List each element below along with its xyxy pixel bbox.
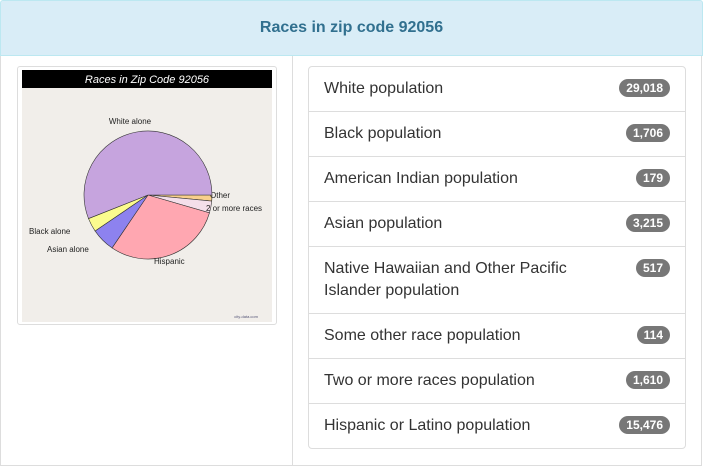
- slice-label: White alone: [109, 117, 152, 126]
- slice-label: Other: [210, 191, 230, 200]
- count-badge: 114: [636, 326, 670, 344]
- item-label: Asian population: [324, 215, 443, 232]
- right-panel: [292, 56, 702, 466]
- chart-title: Races in Zip Code 92056: [85, 74, 210, 86]
- panel-title: Races in zip code 92056: [0, 0, 703, 56]
- image-frame[interactable]: Races in Zip Code 92056 city-data.com Ot…: [17, 66, 277, 325]
- slice-label: Asian alone: [47, 245, 89, 254]
- slice-label: Hispanic: [154, 257, 185, 266]
- item-label: American Indian population: [324, 170, 518, 187]
- list-item: American Indian population 179: [309, 156, 685, 201]
- item-label: Hispanic or Latino population: [324, 417, 531, 434]
- count-badge: 29,018: [619, 79, 670, 97]
- item-label: Black population: [324, 125, 442, 142]
- chart-title-bar: [22, 70, 272, 88]
- list-item: Black population 1,706: [309, 111, 685, 156]
- list-item: Hispanic or Latino population 15,476: [309, 403, 685, 448]
- count-badge: 517: [635, 259, 670, 277]
- pie-chart: Races in Zip Code 92056 city-data.com Ot…: [22, 70, 272, 322]
- item-label: White population: [324, 80, 444, 97]
- count-badge: 1,610: [625, 371, 670, 389]
- pie-slice: [111, 194, 210, 260]
- item-label: Native Hawaiian and Other Pacific Island…: [324, 260, 567, 299]
- count-badge: 3,215: [625, 214, 670, 232]
- list-item: Some other race population 114: [309, 313, 685, 358]
- count-badge: 179: [635, 169, 670, 187]
- list-item: Two or more races population 1,610: [309, 358, 685, 403]
- slice-label: 2 or more races: [206, 204, 262, 213]
- race-list: White population 29,018 Black population 1,…: [308, 66, 686, 449]
- pie-slice: [83, 130, 213, 219]
- item-label: Two or more races population: [324, 372, 535, 389]
- list-item: White population 29,018: [309, 67, 685, 111]
- left-panel: Races in Zip Code 92056 city-data.com Ot…: [0, 56, 293, 466]
- count-badge: 15,476: [619, 416, 670, 434]
- list-item: Asian population 3,215: [309, 201, 685, 246]
- slice-label: Black alone: [29, 227, 71, 236]
- count-badge: 1,706: [625, 124, 670, 142]
- item-label: Some other race population: [324, 327, 521, 344]
- list-item: Native Hawaiian and Other Pacific Island…: [309, 246, 685, 313]
- source: city-data.com: [234, 314, 258, 319]
